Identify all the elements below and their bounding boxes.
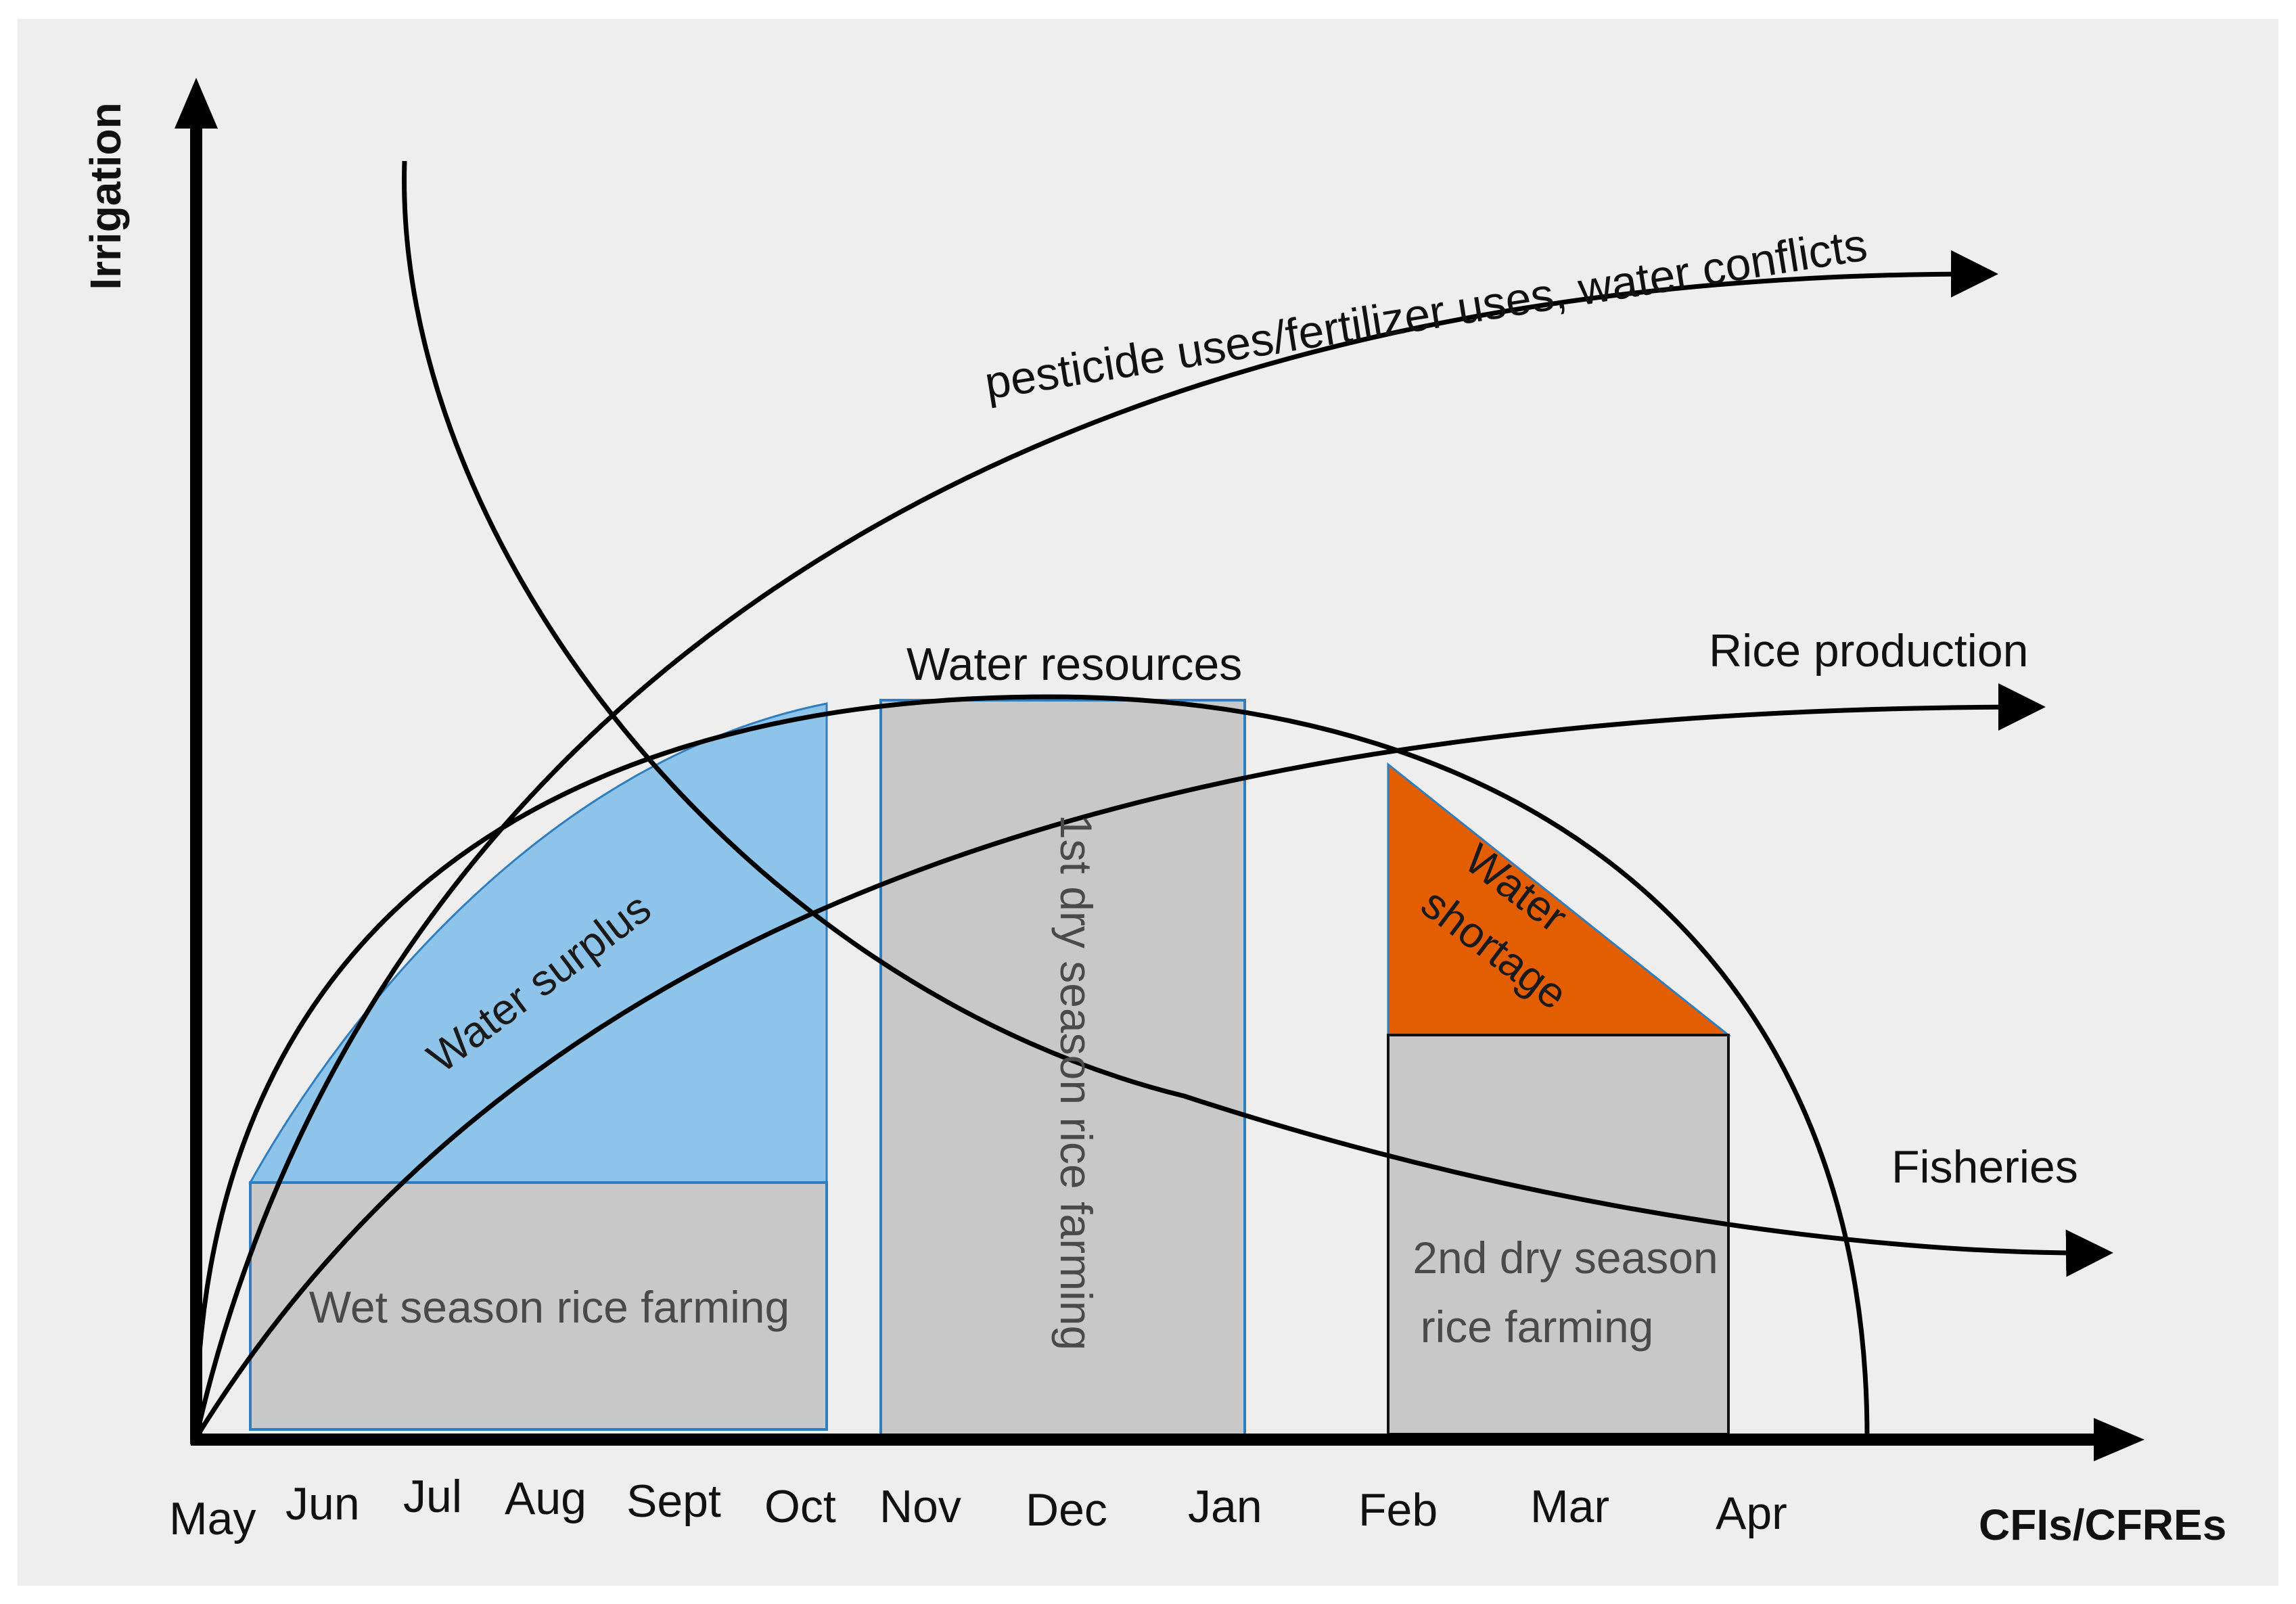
month-label: Sept [626, 1475, 721, 1527]
y-axis-arrowhead [175, 78, 218, 129]
month-label: May [169, 1493, 256, 1544]
month-label: Jan [1188, 1481, 1262, 1532]
fisheries-curve [402, 160, 2113, 1277]
second-dry-season-label: rice farming [1421, 1302, 1654, 1352]
wet-season-box [249, 1181, 828, 1431]
y-axis-title: Irrigation [81, 102, 130, 290]
second-dry-season-label: 2nd dry season [1413, 1233, 1718, 1283]
month-label: Feb [1358, 1484, 1438, 1536]
month-label: Dec [1026, 1484, 1107, 1536]
fisheries-label: Fisheries [1891, 1141, 2078, 1193]
water-resources-curve [193, 694, 1870, 1438]
month-label: Aug [505, 1473, 587, 1524]
month-label: Mar [1530, 1481, 1609, 1532]
wet-season-label: Wet season rice farming [309, 1282, 789, 1332]
x-axis-title: CFIs/CFREs [1979, 1500, 2226, 1549]
x-axis-arrowhead [2094, 1418, 2144, 1461]
rice-production-label: Rice production [1709, 625, 2028, 677]
first-dry-season-label: 1st dry season rice farming [1051, 815, 1101, 1350]
month-label: Nov [879, 1481, 961, 1532]
pesticide-curve [193, 250, 1998, 1438]
water-resources-label: Water resources [906, 639, 1242, 690]
second-dry-season-box [1387, 1034, 1730, 1436]
month-label: Oct [764, 1481, 836, 1532]
water-surplus-region [248, 702, 828, 1184]
month-label: Jul [403, 1471, 462, 1522]
month-label: Apr [1716, 1488, 1787, 1539]
rice-production-curve [194, 683, 2046, 1439]
month-label: Jun [285, 1478, 360, 1530]
